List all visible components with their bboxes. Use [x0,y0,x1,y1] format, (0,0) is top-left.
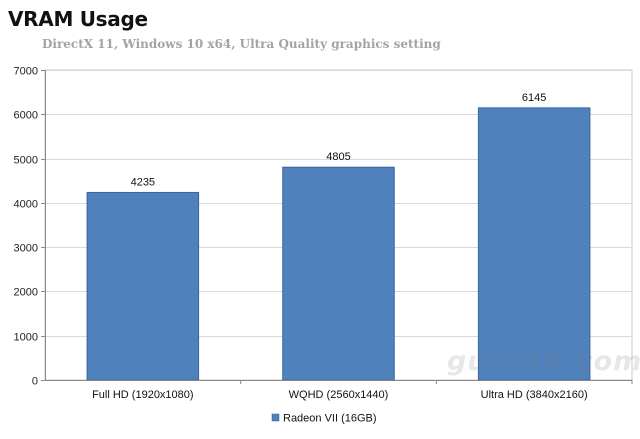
y-tick-label: 4000 [14,199,38,211]
x-tick-label: Ultra HD (3840x2160) [481,389,588,401]
legend-swatch [271,413,280,422]
bar [86,191,200,381]
data-label: 4805 [326,151,350,163]
watermark-logo: guru3D.com [447,346,640,377]
y-tick-label: 6000 [14,110,38,122]
y-tick-label: 3000 [14,243,38,255]
y-tick-label: 7000 [14,66,38,78]
x-tick-label: Full HD (1920x1080) [92,389,194,401]
y-tick-label: 2000 [14,287,38,299]
legend-label: Radeon VII (16GB) [283,413,377,425]
x-tick-label: WQHD (2560x1440) [289,389,389,401]
data-label: 4235 [131,176,155,188]
y-tick-label: 5000 [14,155,38,167]
bar [477,107,591,381]
chart-subtitle: DirectX 11, Windows 10 x64, Ultra Qualit… [42,37,441,51]
bar [282,166,395,381]
y-tick-label: 0 [32,376,38,388]
data-label: 6145 [522,92,546,104]
y-tick-label: 1000 [14,332,38,344]
chart-title: VRAM Usage [8,7,148,31]
